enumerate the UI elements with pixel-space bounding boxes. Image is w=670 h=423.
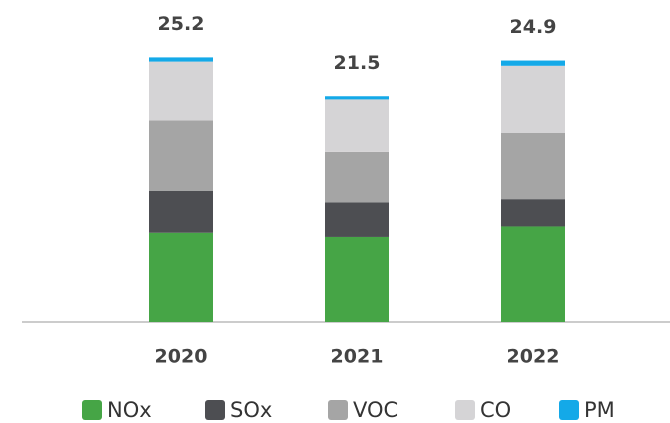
x-tick-label: 2022 (507, 346, 560, 368)
x-tick-label: 2021 (331, 346, 384, 368)
bar-segment (149, 232, 213, 322)
bar-segment (149, 57, 213, 62)
bar-segment (501, 133, 565, 200)
bar-segment (501, 199, 565, 227)
legend-swatch (328, 400, 348, 420)
total-label: 24.9 (510, 16, 557, 38)
bar-segment (325, 99, 389, 152)
bar-segment (149, 61, 213, 121)
legend-swatch (205, 400, 225, 420)
legend-label: SOx (230, 398, 272, 422)
legend-label: VOC (353, 398, 398, 422)
bar-segment (149, 190, 213, 233)
x-tick-label: 2020 (155, 346, 208, 368)
bar-segment (325, 236, 389, 322)
bar-segment (501, 65, 565, 133)
total-label: 21.5 (334, 52, 381, 74)
bar-segment (325, 96, 389, 100)
bar-segment (501, 226, 565, 322)
legend-label: PM (584, 398, 615, 422)
legend-swatch (455, 400, 475, 420)
legend-swatch (559, 400, 579, 420)
total-label: 25.2 (158, 13, 205, 35)
bar-segment (501, 60, 565, 66)
legend-label: NOx (107, 398, 152, 422)
legend-label: CO (480, 398, 511, 422)
legend-swatch (82, 400, 102, 420)
bar-segment (325, 151, 389, 203)
bar-segment (149, 120, 213, 191)
bar-segment (325, 202, 389, 237)
